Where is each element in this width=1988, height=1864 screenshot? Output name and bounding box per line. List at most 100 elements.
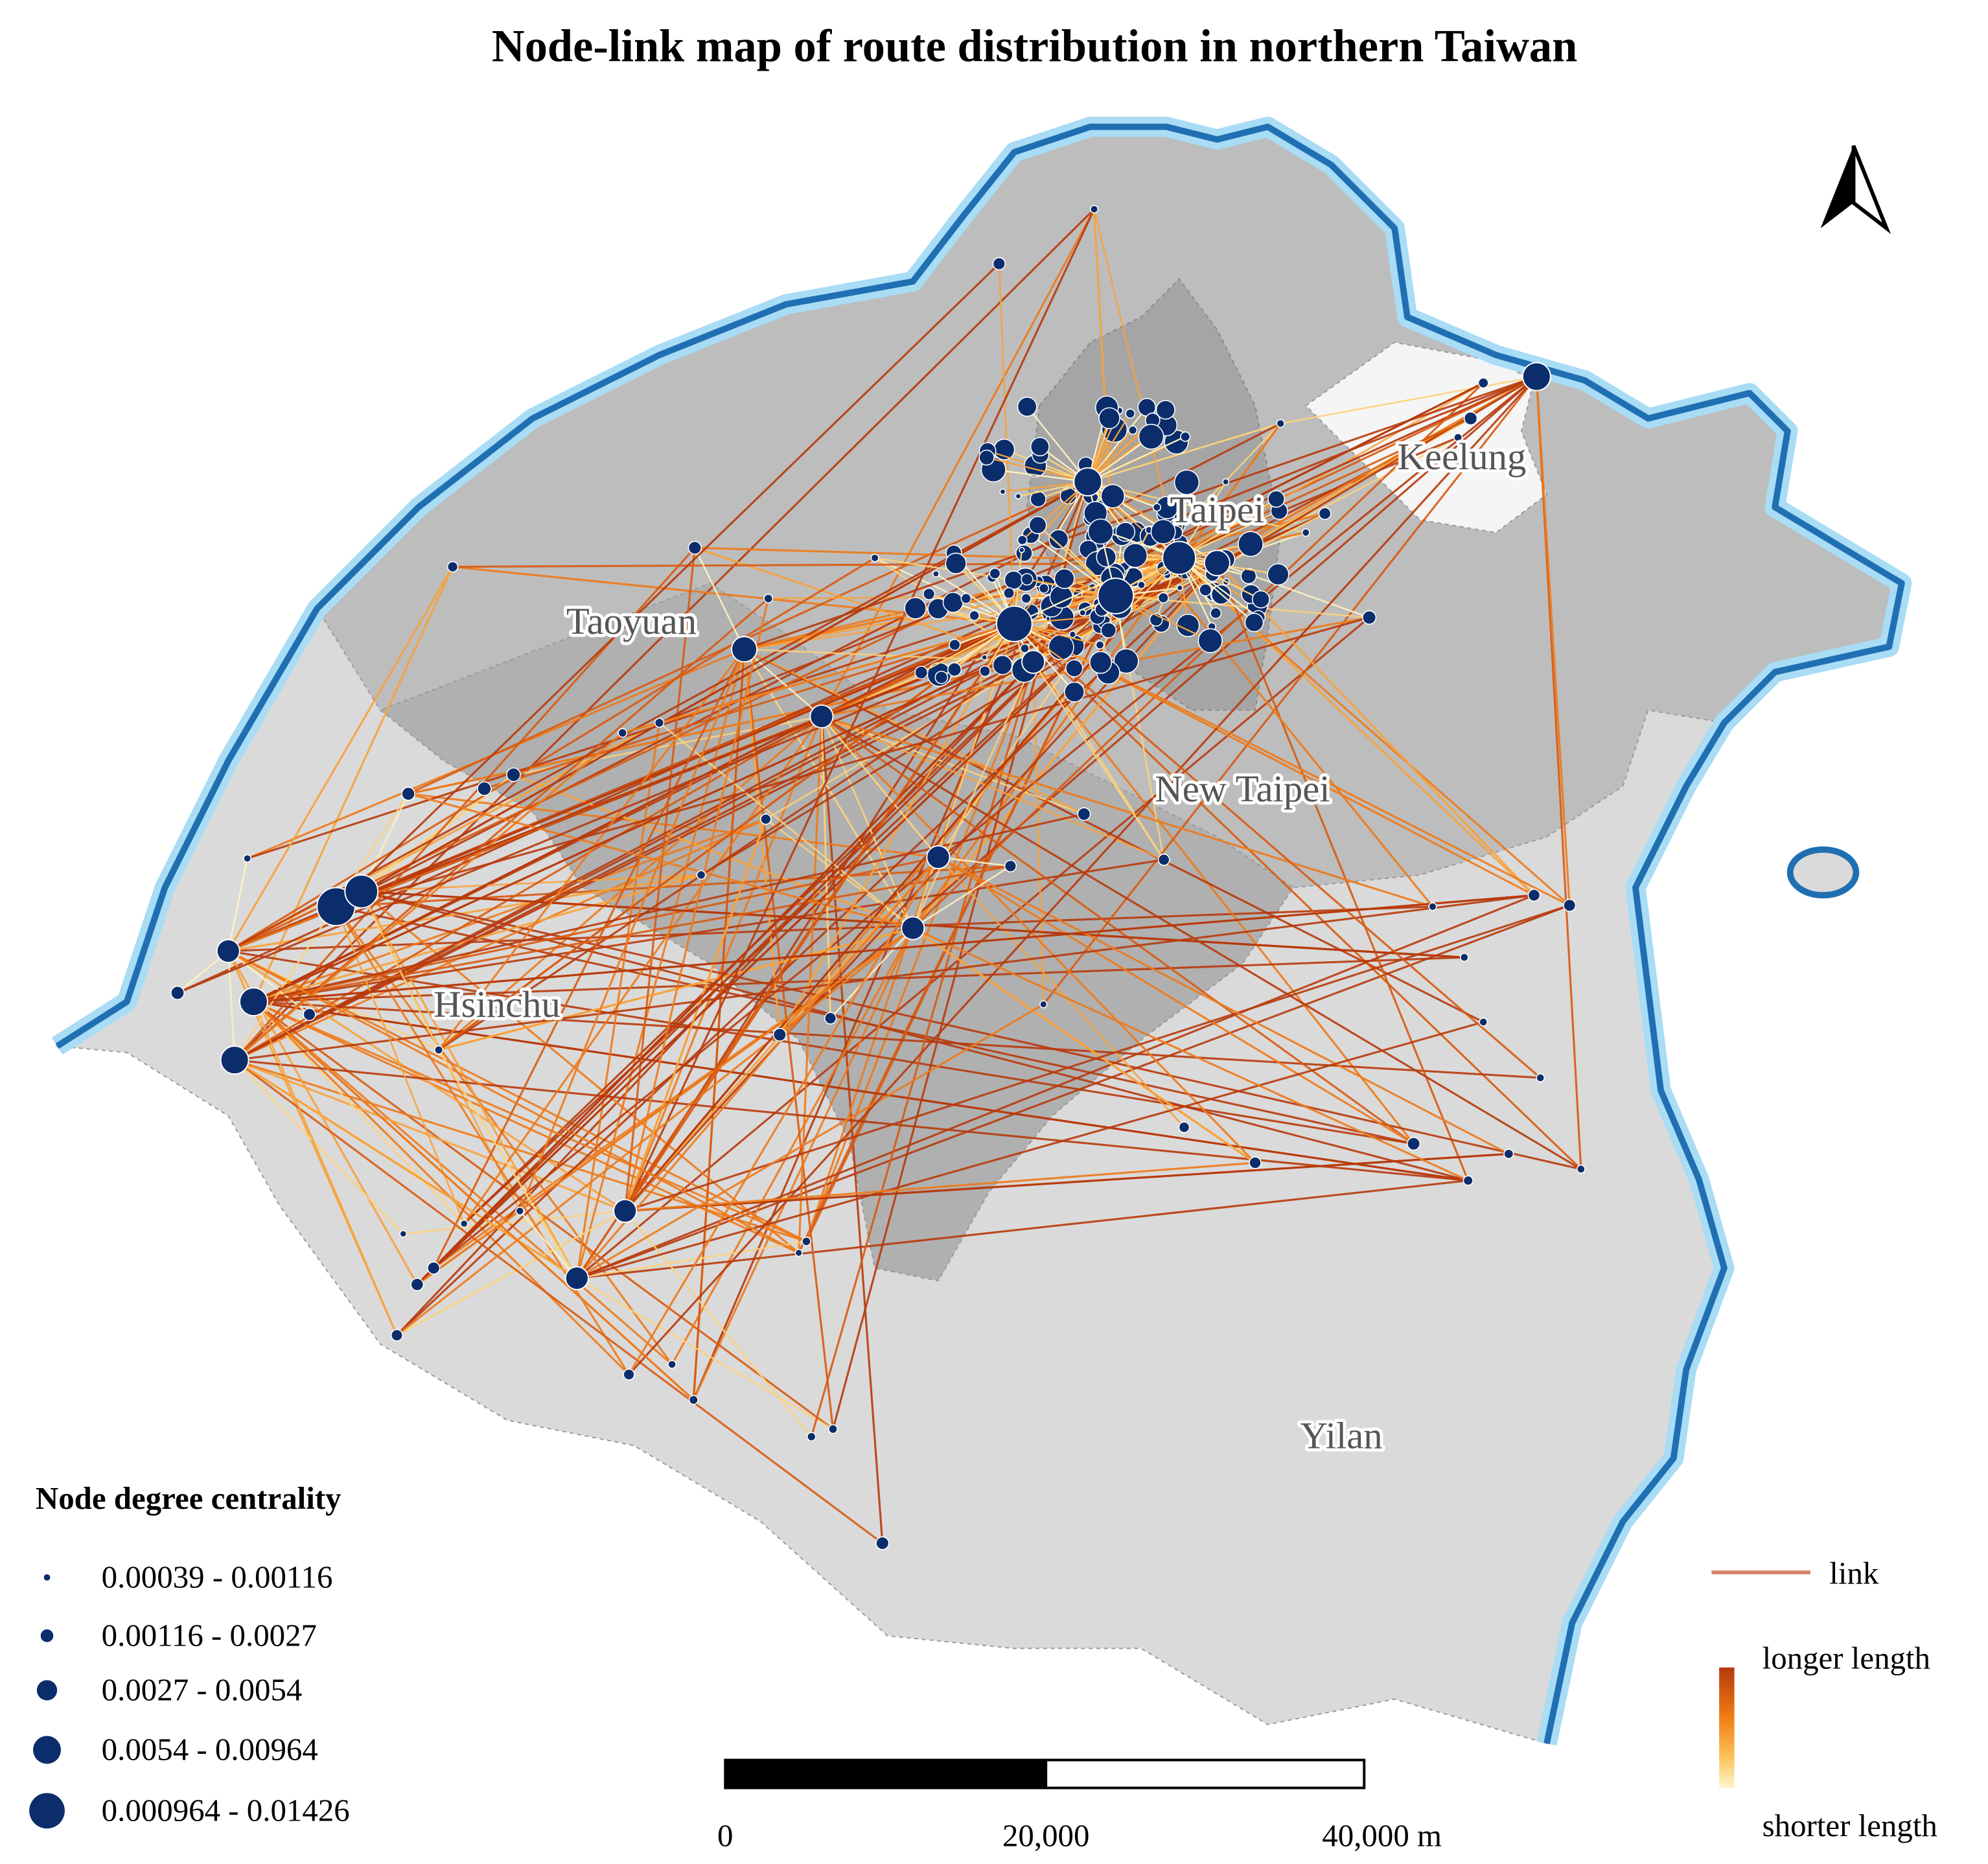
node [947, 662, 962, 677]
node [1428, 902, 1437, 911]
node [1021, 649, 1046, 674]
node [904, 597, 927, 620]
node [1127, 425, 1138, 435]
node [1238, 531, 1264, 557]
link [234, 1059, 883, 1544]
link [360, 891, 800, 1254]
link [253, 894, 1534, 1003]
node [1152, 503, 1162, 512]
link [576, 1003, 1045, 1279]
link [233, 208, 1095, 1061]
link [577, 1241, 807, 1279]
node [1030, 437, 1050, 457]
node [515, 1206, 525, 1216]
node [1065, 659, 1083, 678]
link [253, 1001, 630, 1375]
node [1015, 493, 1022, 500]
node [243, 854, 252, 863]
node [945, 552, 967, 574]
scale-bar: 0 20,000 40,000 m [717, 1758, 1442, 1854]
link [396, 1210, 626, 1336]
link [253, 956, 1464, 1003]
link [234, 1059, 1468, 1182]
node [932, 570, 940, 577]
scale-label: 20,000 [1002, 1818, 1089, 1854]
node [1477, 377, 1489, 389]
link [234, 1059, 807, 1242]
link [518, 649, 746, 1212]
link [576, 1021, 1484, 1279]
node [1453, 433, 1463, 442]
node [772, 1027, 787, 1042]
node [1137, 581, 1146, 589]
link [821, 715, 1433, 908]
city-label: Yilan [1300, 1414, 1382, 1456]
node [1021, 593, 1032, 604]
node [1244, 612, 1264, 633]
node [1576, 1164, 1586, 1174]
link [253, 1001, 807, 1242]
link [938, 856, 1011, 867]
link [403, 1210, 625, 1235]
link [1115, 595, 1370, 619]
link [253, 813, 1085, 1003]
node [216, 938, 240, 963]
node [1318, 507, 1332, 520]
link [253, 1001, 398, 1336]
link [575, 722, 661, 1279]
legend-label: 0.000964 - 0.01426 [102, 1792, 350, 1828]
link [743, 649, 835, 1430]
node [875, 1536, 890, 1550]
node [1536, 1073, 1545, 1082]
node [623, 1368, 635, 1381]
node [1150, 518, 1176, 544]
node [794, 1248, 803, 1257]
link [433, 661, 1034, 1269]
link [671, 927, 914, 1365]
node [989, 567, 1001, 579]
node [1462, 1175, 1474, 1186]
node [1021, 573, 1034, 586]
link [912, 865, 1011, 929]
node [960, 592, 972, 604]
link [253, 1001, 673, 1366]
node [992, 257, 1006, 271]
link [820, 716, 831, 1019]
node [1073, 467, 1103, 496]
link [253, 856, 939, 1003]
node [344, 874, 379, 909]
city-label: New Taipei [1155, 767, 1330, 810]
link [628, 856, 940, 1375]
node [170, 985, 185, 1000]
node [981, 654, 988, 661]
link [253, 865, 1011, 1003]
node [942, 592, 964, 613]
link [228, 949, 1414, 1145]
link [743, 649, 914, 929]
node [1563, 898, 1577, 912]
legend-shorter: shorter length [1763, 1808, 1937, 1843]
link [1032, 662, 1045, 1005]
node [1178, 1121, 1190, 1134]
node [1155, 400, 1175, 420]
node [506, 767, 521, 782]
link [253, 566, 454, 1003]
link [1013, 623, 1542, 1079]
link [576, 856, 940, 1279]
node [1463, 411, 1478, 426]
node [1017, 397, 1037, 417]
node [1063, 681, 1085, 703]
legend-label: 0.0027 - 0.0054 [102, 1672, 303, 1708]
node [1180, 431, 1191, 442]
node [446, 561, 459, 573]
legend-longer: longer length [1763, 1640, 1930, 1676]
node [1173, 469, 1200, 495]
link [937, 856, 1185, 1128]
node [1125, 408, 1136, 419]
legend: Node degree centrality 0.00039 - 0.00116… [29, 1480, 1937, 1843]
node [410, 1277, 424, 1292]
link [438, 927, 914, 1051]
link [1179, 498, 1277, 559]
link [416, 927, 914, 1286]
node [1157, 854, 1170, 866]
